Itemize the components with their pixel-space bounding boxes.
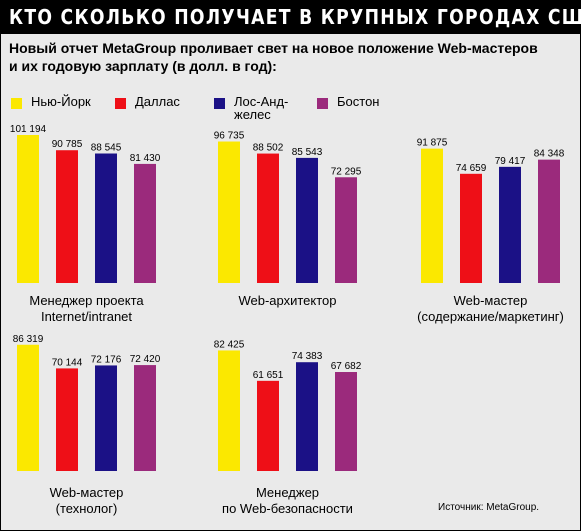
bar-value-label: 88 502 — [253, 143, 284, 154]
bar-value-label: 96 735 — [214, 131, 245, 142]
legend-item-boston: Бостон — [317, 95, 407, 109]
bar-value-label: 88 545 — [91, 142, 122, 153]
bar — [134, 163, 156, 283]
bar-value-label: 72 176 — [91, 354, 122, 365]
legend-item-los-angeles: Лос-Анд-желес — [214, 95, 304, 121]
title-bar: КТО СКОЛЬКО ПОЛУЧАЕТ В КРУПНЫХ ГОРОДАХ С… — [1, 1, 581, 34]
panel-label: Web-мастер — [454, 293, 528, 308]
panel-label: Web-мастер — [50, 485, 124, 500]
bar-value-label: 70 144 — [52, 357, 83, 368]
bar-value-label: 61 651 — [253, 370, 284, 381]
legend-label: Даллас — [135, 94, 180, 109]
bar-value-label: 74 383 — [292, 351, 323, 362]
legend: Нью-Йорк Даллас Лос-Анд-желес Бостон — [11, 95, 571, 135]
legend-swatch — [115, 98, 126, 109]
chart-panel: 86 319 70 144 72 176 72 420 Web-мастер(техно… — [13, 334, 161, 516]
legend-swatch — [317, 98, 328, 109]
bar — [257, 380, 279, 471]
chart-subtitle: Новый отчет MetaGroup проливает свет на … — [9, 39, 574, 75]
legend-swatch — [214, 98, 225, 109]
bar — [499, 166, 521, 283]
bar — [95, 153, 117, 283]
bar — [335, 177, 357, 283]
panel-label: Web-архитектор — [238, 293, 336, 308]
legend-label: Нью-Йорк — [31, 94, 91, 109]
panel-label: (технолог) — [56, 501, 118, 516]
legend-label: Бостон — [337, 94, 380, 109]
source-note: Источник: MetaGroup. — [438, 502, 540, 513]
bar — [335, 372, 357, 471]
bar-value-label: 74 659 — [456, 163, 487, 174]
bar — [538, 159, 560, 283]
bar — [296, 362, 318, 471]
panel-label: Internet/intranet — [41, 309, 132, 324]
bar — [56, 368, 78, 471]
chart-panel: 96 735 88 502 85 543 72 295 Web-архитектор — [214, 131, 362, 308]
bar-value-label: 81 430 — [130, 153, 161, 164]
bar — [421, 148, 443, 283]
legend-label: Лос-Анд-желес — [234, 94, 289, 122]
panel-label: (содержание/маркетинг) — [417, 309, 564, 324]
bar-value-label: 91 875 — [417, 138, 448, 149]
bar — [56, 150, 78, 283]
bar — [460, 173, 482, 283]
bar-value-label: 101 194 — [10, 124, 47, 135]
bar-value-label: 72 295 — [331, 166, 362, 177]
bar — [296, 157, 318, 283]
bar-value-label: 82 425 — [214, 339, 245, 350]
bar — [218, 350, 240, 471]
bar-value-label: 84 348 — [534, 149, 565, 160]
bar — [134, 365, 156, 471]
bar-value-label: 79 417 — [495, 156, 526, 167]
panel-label: Менеджер — [256, 485, 319, 500]
chart-panel: 91 875 74 659 79 417 84 348 Web-мастер(содер… — [417, 138, 565, 324]
bar — [257, 153, 279, 283]
bar — [95, 365, 117, 471]
bar-value-label: 86 319 — [13, 334, 44, 345]
bar-value-label: 72 420 — [130, 354, 161, 365]
legend-swatch — [11, 98, 22, 109]
bar-value-label: 67 682 — [331, 361, 362, 372]
bar — [17, 135, 39, 283]
bar-value-label: 90 785 — [52, 139, 83, 150]
legend-item-new-york: Нью-Йорк — [11, 95, 101, 109]
subtitle-line: и их годовую зарплату (в долл. в год): — [9, 58, 277, 74]
bar-value-label: 85 543 — [292, 147, 323, 158]
subtitle-line: Новый отчет MetaGroup проливает свет на … — [9, 40, 538, 56]
chart-title: КТО СКОЛЬКО ПОЛУЧАЕТ В КРУПНЫХ ГОРОДАХ С… — [9, 5, 581, 29]
bar — [218, 141, 240, 283]
chart-panel: 101 194 90 785 88 545 81 430 Менеджер проект… — [10, 124, 161, 324]
panel-label: по Web-безопасности — [222, 501, 353, 516]
panel-label: Менеджер проекта — [29, 293, 144, 308]
legend-item-dallas: Даллас — [115, 95, 205, 109]
bar — [17, 344, 39, 471]
